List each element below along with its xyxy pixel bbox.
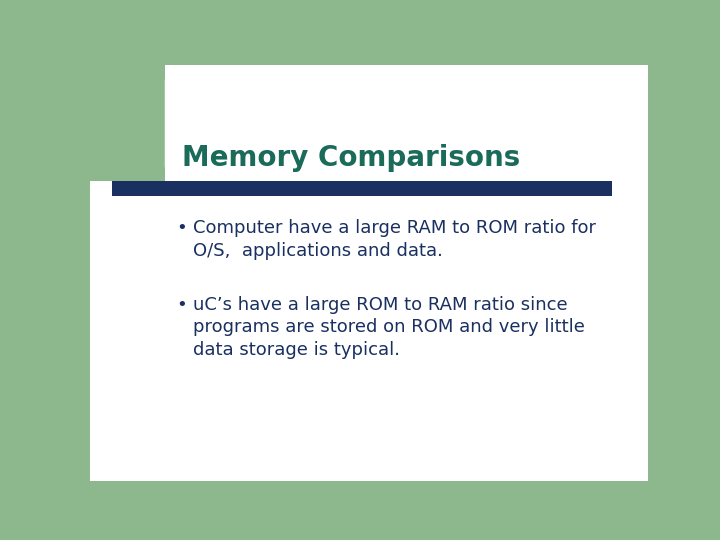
- Text: •: •: [176, 219, 187, 237]
- Bar: [90, 181, 166, 481]
- Text: Memory Comparisons: Memory Comparisons: [182, 144, 521, 172]
- FancyBboxPatch shape: [165, 65, 648, 181]
- Text: Computer have a large RAM to ROM ratio for
O/S,  applications and data.: Computer have a large RAM to ROM ratio f…: [193, 219, 596, 260]
- FancyBboxPatch shape: [166, 65, 648, 481]
- Text: •: •: [176, 295, 187, 314]
- Bar: [112, 181, 612, 196]
- Text: uC’s have a large ROM to RAM ratio since
programs are stored on ROM and very lit: uC’s have a large ROM to RAM ratio since…: [193, 295, 585, 359]
- Bar: [166, 65, 648, 481]
